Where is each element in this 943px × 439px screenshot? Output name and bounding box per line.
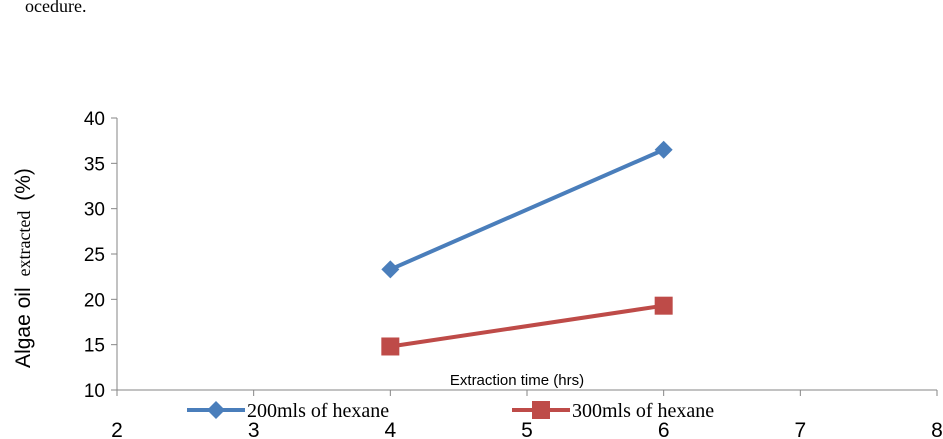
data-point-diamond (381, 260, 400, 279)
series-line (388, 303, 666, 349)
data-point-diamond (207, 401, 225, 419)
series-layer (381, 140, 673, 356)
series-1 (381, 140, 673, 279)
legend-item-1: 200mls of hexane (187, 400, 389, 422)
x-tick-label: 7 (794, 419, 806, 439)
y-axis-title: Algae oil extracted (%) (12, 168, 35, 368)
y-tick-label: 30 (84, 200, 105, 221)
top-text-fragment: ocedure. (25, 0, 86, 16)
y-tick-label: 20 (84, 290, 105, 311)
x-tick-label: 2 (111, 419, 123, 439)
x-tick-label: 4 (384, 419, 396, 439)
y-tick-label: 35 (84, 154, 105, 175)
legend: 200mls of hexane 300mls of hexane (187, 400, 714, 422)
y-tick-label: 25 (84, 245, 105, 266)
x-tick-label: 6 (658, 419, 670, 439)
data-point-square (654, 296, 673, 315)
x-ticks: 2 3 4 5 6 7 8 (111, 390, 943, 439)
legend-label: 300mls of hexane (572, 400, 714, 422)
data-point-diamond (654, 140, 673, 159)
legend-item-2: 300mls of hexane (512, 400, 714, 422)
x-tick-label: 3 (248, 419, 260, 439)
y-tick-label: 15 (84, 336, 105, 357)
legend-label: 200mls of hexane (247, 400, 389, 422)
y-axis-title-main: Algae oil (12, 287, 35, 368)
x-tick-label: 8 (931, 419, 943, 439)
x-axis-title: Extraction time (hrs) (450, 372, 584, 389)
series-2 (381, 296, 673, 356)
y-tick-label: 40 (84, 109, 105, 130)
y-tick-label: 10 (84, 381, 105, 402)
data-point-square (381, 337, 400, 356)
y-ticks: 10 15 20 25 30 35 40 (84, 109, 117, 402)
y-axis-title-sub: extracted (14, 211, 34, 277)
svg-text:Algae oil extracted: Algae oil extracted (%) (12, 168, 35, 368)
series-line (388, 147, 666, 272)
x-tick-label: 5 (521, 419, 533, 439)
data-point-square (532, 401, 550, 419)
y-axis-title-unit: (%) (12, 168, 35, 201)
